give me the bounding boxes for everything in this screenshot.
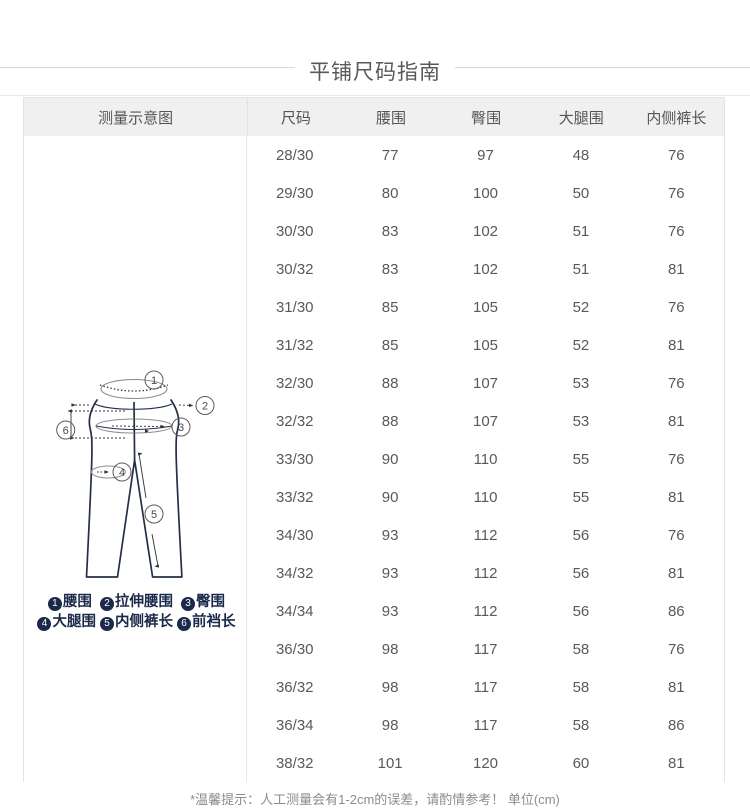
svg-text:4: 4 xyxy=(119,467,125,479)
svg-text:2: 2 xyxy=(202,401,208,413)
svg-text:6: 6 xyxy=(63,425,69,437)
svg-text:1: 1 xyxy=(151,375,157,387)
svg-text:5: 5 xyxy=(151,509,157,521)
svg-text:3: 3 xyxy=(178,422,184,434)
